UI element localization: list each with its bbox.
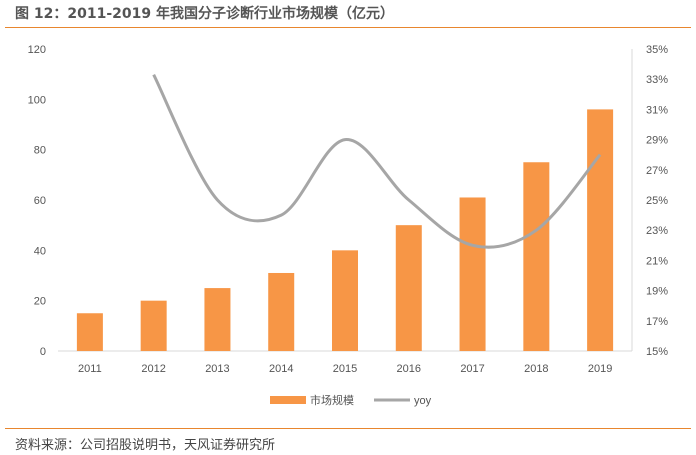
right-tick-label: 21% (646, 255, 668, 267)
right-tick-label: 29% (646, 135, 668, 147)
yoy-line (152, 73, 602, 249)
right-tick-label: 35% (646, 44, 668, 56)
bar-2016 (395, 225, 422, 351)
x-tick-label: 2018 (524, 363, 548, 375)
left-tick-label: 60 (34, 195, 46, 207)
bar-2011 (76, 313, 103, 351)
right-tick-label: 31% (646, 104, 668, 116)
title-divider (5, 27, 691, 28)
x-tick-label: 2016 (397, 363, 421, 375)
right-tick-label: 33% (646, 74, 668, 86)
right-tick-label: 27% (646, 165, 668, 177)
bar-2012 (140, 300, 167, 351)
x-tick-label: 2017 (460, 363, 484, 375)
bar-2014 (268, 272, 295, 351)
figure-title: 图 12：2011-2019 年我国分子诊断行业市场规模（亿元） (15, 6, 394, 22)
right-tick-label: 25% (646, 195, 668, 207)
left-tick-label: 40 (34, 245, 46, 257)
x-tick-label: 2012 (141, 363, 165, 375)
left-tick-label: 0 (40, 346, 46, 358)
left-tick-label: 80 (34, 145, 46, 157)
bar-2013 (204, 288, 231, 351)
legend-label-market-size: 市场规模 (310, 393, 354, 407)
source-divider (5, 428, 691, 429)
left-tick-label: 20 (34, 296, 46, 308)
right-tick-label: 17% (646, 316, 668, 328)
chart: 0 20 40 60 80 100 120 15% 17% 19% 21% 23% 25% 27% 29% 3… (28, 44, 669, 407)
x-tick-label: 2019 (588, 363, 612, 375)
x-tick-label: 2014 (269, 363, 293, 375)
left-tick-label: 120 (28, 44, 46, 56)
x-tick-label: 2013 (205, 363, 229, 375)
right-tick-label: 23% (646, 225, 668, 237)
bar-2015 (332, 250, 358, 351)
legend-label-yoy: yoy (414, 395, 432, 407)
legend-bar-swatch (270, 396, 306, 404)
bar-2017 (459, 197, 486, 351)
bar-2019 (587, 109, 614, 352)
source-note: 资料来源：公司招股说明书，天风证券研究所 (15, 438, 276, 453)
bar-2018 (523, 162, 550, 351)
x-tick-label: 2015 (333, 363, 357, 375)
left-tick-label: 100 (28, 94, 46, 106)
x-tick-label: 2011 (78, 363, 102, 375)
right-tick-label: 15% (646, 346, 668, 358)
right-tick-label: 19% (646, 286, 668, 298)
